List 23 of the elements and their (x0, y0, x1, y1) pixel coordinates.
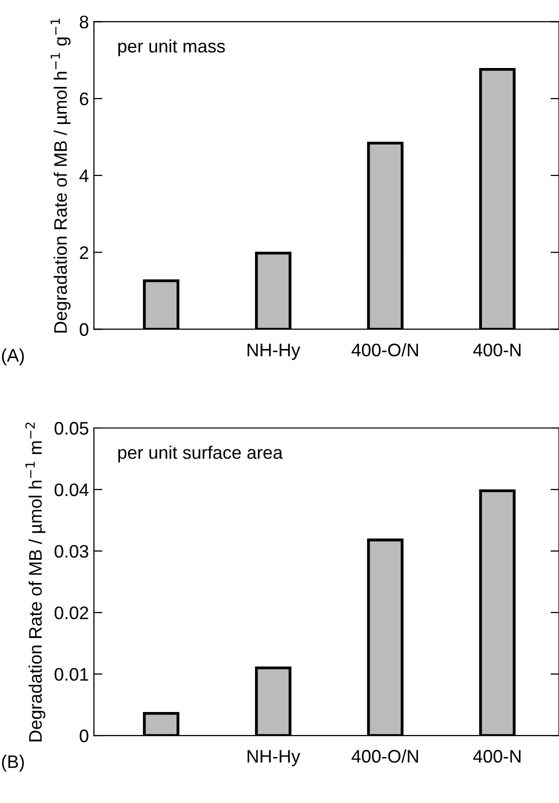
y-tick-label: 8 (80, 16, 88, 28)
text: (A) (2, 348, 24, 366)
y-tick-label: 0.02 (54, 606, 88, 620)
text: (B) (2, 754, 24, 772)
y-tick-label: 0 (80, 729, 88, 742)
x-tick-label: NH-Hy (248, 750, 300, 766)
x-tick-label: 400-N (473, 750, 520, 763)
y-tick-label: 6 (80, 92, 88, 106)
x-tick-label: 400-O/N (352, 343, 418, 356)
x-tick-label: 400-N (473, 344, 520, 356)
x-tick-label: NH-Hy (248, 344, 300, 360)
annotation: per unit mass (118, 39, 225, 56)
annotation: per unit surface area (118, 446, 283, 462)
y-tick-label: 4 (79, 170, 89, 182)
y-tick-label: 0.03 (54, 544, 88, 558)
y-tick-label: 0.01 (54, 668, 88, 681)
y-axis-title: Degradation Rate of MB / µmol h$^{−1}$ g$^{−1}$ (50, 18, 71, 332)
y-tick-label: 2 (80, 246, 88, 259)
x-tick-label: 400-O/N (352, 749, 418, 763)
y-tick-label: 0.05 (54, 422, 88, 435)
y-tick-label: 0 (80, 323, 88, 336)
y-axis-title: Degradation Rate of MB / µmol h$^{−1}$ m$^{−2}$ (25, 422, 46, 742)
y-tick-label: 0.04 (54, 483, 89, 496)
